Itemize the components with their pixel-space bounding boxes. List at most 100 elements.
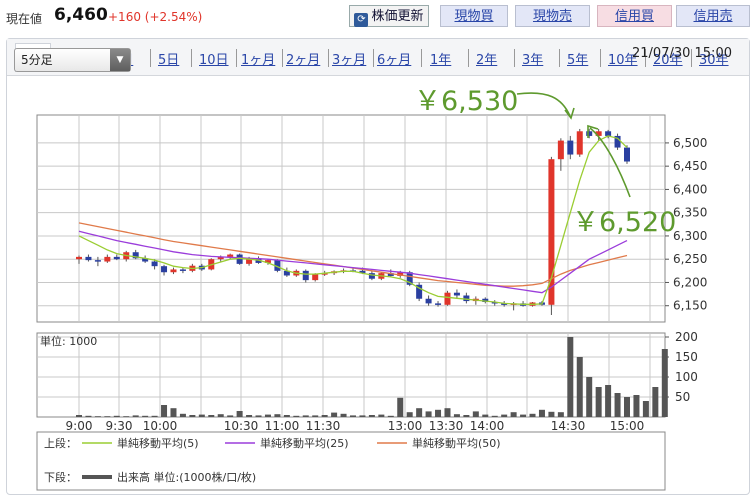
volume-bar [510, 412, 517, 417]
interval-select-value: 5分足 [21, 53, 53, 67]
candle-body [397, 272, 404, 276]
spot-sell-button[interactable]: 現物売 [515, 5, 590, 27]
tab-30y[interactable]: 30年 [699, 53, 729, 68]
volume-bar [312, 415, 319, 417]
ma5-line [78, 135, 628, 305]
volume-bar [283, 415, 290, 417]
candle-body [557, 140, 564, 160]
candle-body [217, 256, 224, 260]
price-tick-label: 6,350 [673, 206, 707, 220]
time-tick-label: 9:00 [66, 419, 93, 433]
tab-2m[interactable]: 2ヶ月 [286, 53, 321, 68]
tab-2y[interactable]: 2年 [476, 53, 498, 68]
candle-body [576, 131, 583, 155]
volume-bar [595, 387, 602, 417]
volume-bar [293, 415, 300, 417]
refresh-price-button[interactable]: ⟳ 株価更新 [349, 5, 429, 27]
candle-body [142, 258, 149, 262]
volume-bar [557, 412, 564, 417]
volume-bar [321, 415, 328, 417]
tab-20y[interactable]: 20年 [653, 53, 683, 68]
candle-body [463, 295, 470, 302]
legend-ma25-label: 単純移動平均(25) [260, 436, 349, 450]
price-tick-label: 6,300 [673, 229, 707, 243]
candle-body [236, 254, 243, 264]
time-tick-label: 14:30 [551, 419, 586, 433]
candle-body [605, 131, 612, 136]
legend-upper-label: 上段： [44, 436, 77, 450]
candle-body [444, 292, 451, 305]
tab-divider [373, 49, 374, 67]
volume-bar [227, 415, 234, 417]
volume-plot-frame [36, 332, 666, 418]
volume-bar [198, 414, 205, 417]
volume-bar [350, 415, 356, 417]
volume-bar [605, 385, 612, 417]
refresh-label: 株価更新 [371, 9, 424, 24]
tab-10y[interactable]: 10年 [608, 53, 638, 68]
volume-bar [378, 414, 385, 417]
legend-volume-label: 出来高 単位:(1000株/口/枚) [117, 470, 256, 484]
tab-5d[interactable]: 5日 [158, 53, 180, 68]
legend-lower-label: 下段： [44, 470, 77, 484]
candle-body [567, 140, 574, 155]
tab-divider [150, 49, 151, 67]
volume-bar [94, 416, 101, 417]
ma25-line [78, 230, 628, 294]
chart-datetime: 21/07/30 15:00 [632, 46, 732, 61]
tab-5y[interactable]: 5年 [567, 53, 589, 68]
volume-bar [368, 415, 375, 417]
time-tick-label: 11:00 [265, 419, 300, 433]
volume-bar [548, 411, 555, 417]
volume-bar [435, 409, 442, 417]
time-tick-label: 13:30 [429, 419, 464, 433]
volume-bar [302, 415, 309, 417]
price-tick-label: 6,250 [673, 252, 707, 266]
candle-body [246, 258, 253, 264]
tab-1m[interactable]: 1ヶ月 [241, 53, 276, 68]
volume-tick-label: 200 [675, 330, 698, 344]
current-price-label: 現在値 [6, 12, 43, 26]
tab-divider [600, 49, 601, 67]
candle-body [161, 266, 168, 273]
volume-unit-label: 単位: 1000 [40, 334, 97, 348]
margin-sell-button[interactable]: 信用売 [676, 5, 750, 27]
volume-bar [123, 416, 130, 417]
volume-tick-label: 50 [675, 390, 690, 404]
quote-bar: 現在値 6,460 +160 (+2.54%) ⟳ 株価更新 現物買 現物売 信用… [0, 0, 750, 34]
volume-bar [264, 414, 271, 417]
volume-bar [397, 397, 404, 417]
volume-bar [538, 409, 545, 417]
annotation-arrow [516, 92, 571, 117]
tab-10d[interactable]: 10日 [199, 53, 229, 68]
margin-buy-button[interactable]: 信用買 [597, 5, 672, 27]
candle-body [453, 292, 460, 296]
volume-tick-label: 100 [675, 370, 698, 384]
tab-divider [191, 49, 192, 67]
candle-body [104, 256, 111, 262]
price-tick-label: 6,500 [673, 136, 707, 150]
tab-divider [514, 49, 515, 67]
tab-1y[interactable]: 1年 [430, 53, 452, 68]
spot-buy-button[interactable]: 現物買 [440, 5, 508, 27]
candle-body [179, 269, 186, 271]
candle-body [85, 256, 92, 261]
candle-body [614, 135, 621, 148]
price-tick-label: 6,400 [673, 182, 707, 196]
time-tick-label: 14:00 [470, 419, 505, 433]
volume-bar [463, 415, 470, 417]
candle-body [387, 273, 394, 276]
tab-3m[interactable]: 3ヶ月 [332, 53, 367, 68]
tab-6m[interactable]: 6ヶ月 [377, 53, 412, 68]
time-tick-label: 10:00 [143, 419, 178, 433]
interval-select[interactable]: 5分足 ▼ [14, 48, 131, 72]
candle-body [283, 270, 290, 276]
volume-bar [217, 414, 224, 417]
price-tick-label: 6,150 [673, 299, 707, 313]
volume-bar [274, 414, 281, 417]
tab-divider [236, 49, 237, 67]
candle-body [321, 273, 328, 275]
tab-divider [691, 49, 692, 67]
legend-ma50-label: 単純移動平均(50) [412, 436, 501, 450]
tab-3y[interactable]: 3年 [522, 53, 544, 68]
